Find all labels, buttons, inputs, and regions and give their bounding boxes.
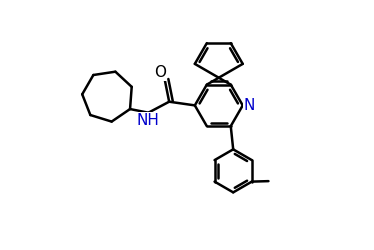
Text: N: N (244, 98, 255, 113)
Text: O: O (154, 65, 166, 80)
Text: NH: NH (137, 113, 160, 128)
